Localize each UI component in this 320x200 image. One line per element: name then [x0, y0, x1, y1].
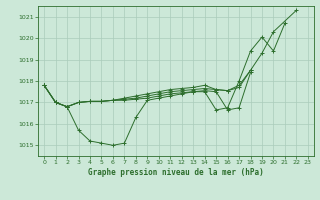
- X-axis label: Graphe pression niveau de la mer (hPa): Graphe pression niveau de la mer (hPa): [88, 168, 264, 177]
